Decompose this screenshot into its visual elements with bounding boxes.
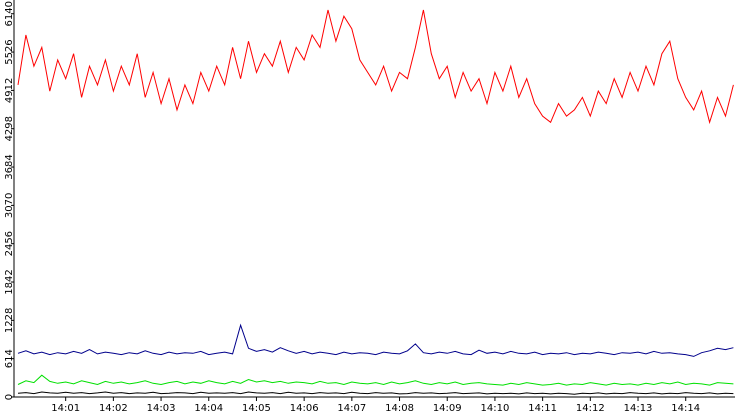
y-tick-label: 4912 — [4, 78, 15, 103]
x-tick-label: 14:02 — [99, 403, 128, 414]
series-line — [17, 9, 734, 125]
x-tick-label: 14:03 — [147, 403, 176, 414]
y-tick-label: 4298 — [4, 116, 15, 141]
series-line — [17, 391, 734, 395]
x-tick-label: 14:14 — [671, 403, 700, 414]
x-tick-label: 14:01 — [51, 403, 80, 414]
y-tick-label: 3684 — [4, 154, 15, 179]
series-line — [17, 374, 734, 386]
y-tick-label: 3070 — [4, 193, 15, 218]
series-line — [17, 323, 734, 357]
x-tick-label: 14:10 — [481, 403, 510, 414]
x-tick-label: 14:09 — [433, 403, 462, 414]
axis-strip — [0, 397, 735, 415]
x-tick-label: 14:06 — [290, 403, 319, 414]
x-tick-label: 14:08 — [385, 403, 414, 414]
x-tick-label: 14:13 — [624, 403, 653, 414]
y-tick-label: 0 — [4, 394, 15, 400]
x-tick-label: 14:07 — [337, 403, 366, 414]
y-tick-label: 5526 — [4, 39, 15, 64]
y-tick-label: 1842 — [4, 269, 15, 294]
x-tick-label: 14:12 — [576, 403, 605, 414]
y-tick-label: 2456 — [4, 231, 15, 256]
x-tick-label: 14:11 — [528, 403, 557, 414]
y-tick-label: 614 — [4, 349, 15, 368]
y-tick-label: 6140 — [4, 1, 15, 26]
x-tick-label: 14:04 — [194, 403, 223, 414]
x-tick-label: 14:05 — [242, 403, 271, 414]
y-tick-label: 1228 — [4, 308, 15, 333]
